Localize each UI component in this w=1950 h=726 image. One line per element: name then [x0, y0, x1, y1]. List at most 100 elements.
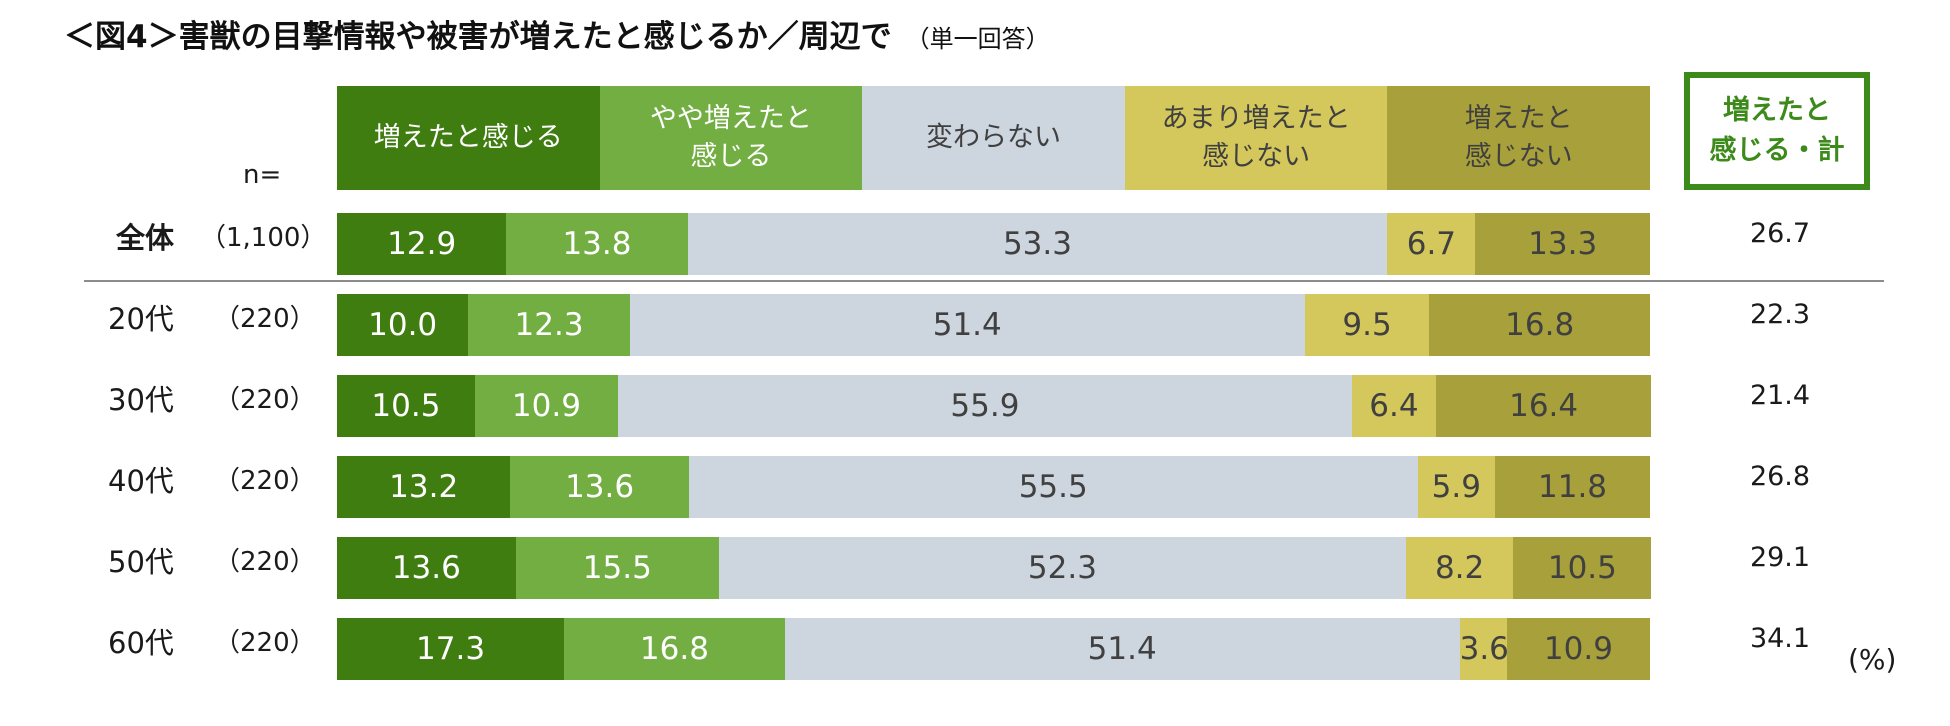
legend-item-label: 変わらない [925, 122, 1061, 153]
total-value: 26.7 [1749, 218, 1811, 249]
bar-segment [629, 294, 1305, 356]
legend-item-label: 増えたと [1464, 103, 1573, 134]
bar-segment [1513, 537, 1652, 599]
bar-segment [1417, 456, 1496, 518]
bar-segment [510, 456, 689, 518]
bar-segment [688, 456, 1418, 518]
divider [84, 280, 1884, 282]
bar-segment [719, 537, 1406, 599]
row-n: （220） [214, 385, 316, 415]
bar-segment [474, 375, 618, 437]
data-label: 5.9 [1431, 469, 1481, 505]
unit-label: (%) [1848, 643, 1897, 676]
legend-item-label: 感じない [1464, 141, 1573, 172]
bar-segment [1405, 537, 1514, 599]
data-label: 13.6 [565, 469, 635, 505]
data-label: 16.4 [1509, 388, 1579, 424]
chart-subtitle: （単一回答） [905, 25, 1050, 53]
data-label: 11.8 [1538, 469, 1608, 505]
legend-item-3: 変わらない [862, 86, 1125, 190]
data-label: 16.8 [639, 631, 709, 667]
data-label: 8.2 [1434, 550, 1485, 586]
bar-segment [337, 213, 507, 275]
data-label: 10.0 [368, 307, 438, 343]
bar-segment [337, 537, 516, 599]
total-value: 21.4 [1749, 380, 1811, 411]
data-label: 55.5 [1018, 469, 1088, 505]
data-label: 10.5 [1547, 550, 1617, 586]
legend-item-2: やや増えたと 感じる [599, 86, 863, 190]
bar-segment [1475, 213, 1650, 275]
row-n: （1,100） [200, 223, 327, 253]
data-label: 16.8 [1505, 307, 1575, 343]
row-label: 40代 [108, 464, 174, 498]
data-label: 10.5 [371, 388, 441, 424]
legend-item-label: 感じない [1202, 141, 1311, 172]
data-label: 13.2 [389, 469, 459, 505]
bar-segment [515, 537, 720, 599]
bar-segment [1387, 213, 1476, 275]
bar-segment [1495, 456, 1650, 518]
bar-segment [564, 618, 785, 680]
bar-segment [1351, 375, 1436, 437]
data-label: 9.5 [1342, 307, 1392, 343]
data-label: 13.6 [391, 550, 461, 586]
chart-title-text: ＜図4＞害獣の目撃情報や被害が増えたと感じるか／周辺で [64, 19, 892, 55]
row-n: （220） [214, 304, 316, 334]
row-label: 30代 [108, 383, 174, 417]
bar-segment [506, 213, 688, 275]
row-label: 20代 [108, 302, 174, 336]
row-label: 全体 [116, 221, 175, 255]
data-label: 52.3 [1027, 550, 1097, 586]
data-label: 10.9 [511, 388, 581, 424]
legend-item-label: やや増えたと [649, 103, 812, 134]
bar-segment [617, 375, 1352, 437]
bar-segment [337, 456, 511, 518]
data-label: 17.3 [416, 631, 486, 667]
row-n: （220） [214, 547, 316, 577]
data-label: 51.4 [932, 307, 1002, 343]
total-header-line-2: 感じる・計 [1709, 135, 1845, 166]
chart-title: ＜図4＞害獣の目撃情報や被害が増えたと感じるか／周辺で （単一回答） [64, 12, 1050, 62]
bar-segment [784, 618, 1460, 680]
total-value: 26.8 [1749, 461, 1811, 492]
legend-item-1: 増えたと感じる [337, 86, 600, 190]
bar-segment [1435, 375, 1652, 437]
row-n: （220） [214, 466, 316, 496]
total-value: 29.1 [1749, 542, 1811, 573]
bar-segment [468, 294, 630, 356]
data-label: 12.3 [514, 307, 584, 343]
bar-segment [1459, 618, 1507, 680]
data-label: 6.7 [1406, 226, 1457, 262]
bar-segment [337, 618, 565, 680]
data-label: 55.9 [950, 388, 1020, 424]
row-label: 60代 [108, 626, 174, 660]
total-value: 22.3 [1749, 299, 1811, 330]
data-label: 53.3 [1002, 226, 1072, 262]
data-label: 3.6 [1459, 631, 1509, 667]
legend-item-4: あまり増えたと 感じない [1124, 86, 1388, 190]
bar-segment [1506, 618, 1650, 680]
data-label: 13.8 [562, 226, 632, 262]
data-label: 15.5 [582, 550, 652, 586]
row-label: 50代 [108, 545, 174, 579]
bar-segment [337, 375, 475, 437]
legend-item-label: 増えたと感じる [373, 122, 563, 153]
n-label: n= [243, 160, 282, 190]
total-value: 34.1 [1749, 623, 1811, 654]
legend-item-5: 増えたと 感じない [1387, 86, 1650, 190]
row-n: （220） [214, 628, 316, 658]
bar-segment [1304, 294, 1430, 356]
data-label: 12.9 [387, 226, 457, 262]
data-label: 51.4 [1087, 631, 1157, 667]
data-label: 13.3 [1528, 226, 1598, 262]
legend-item-label: あまり増えたと [1161, 103, 1351, 134]
bar-segment [1429, 294, 1650, 356]
bar-segment [687, 213, 1388, 275]
total-header: 増えたと 感じる・計 [1684, 72, 1870, 190]
bar-segment [337, 294, 469, 356]
data-label: 6.4 [1369, 388, 1419, 424]
total-header-line-1: 増えたと [1723, 95, 1831, 126]
data-label: 10.9 [1543, 631, 1613, 667]
legend-item-label: 感じる [690, 141, 772, 172]
